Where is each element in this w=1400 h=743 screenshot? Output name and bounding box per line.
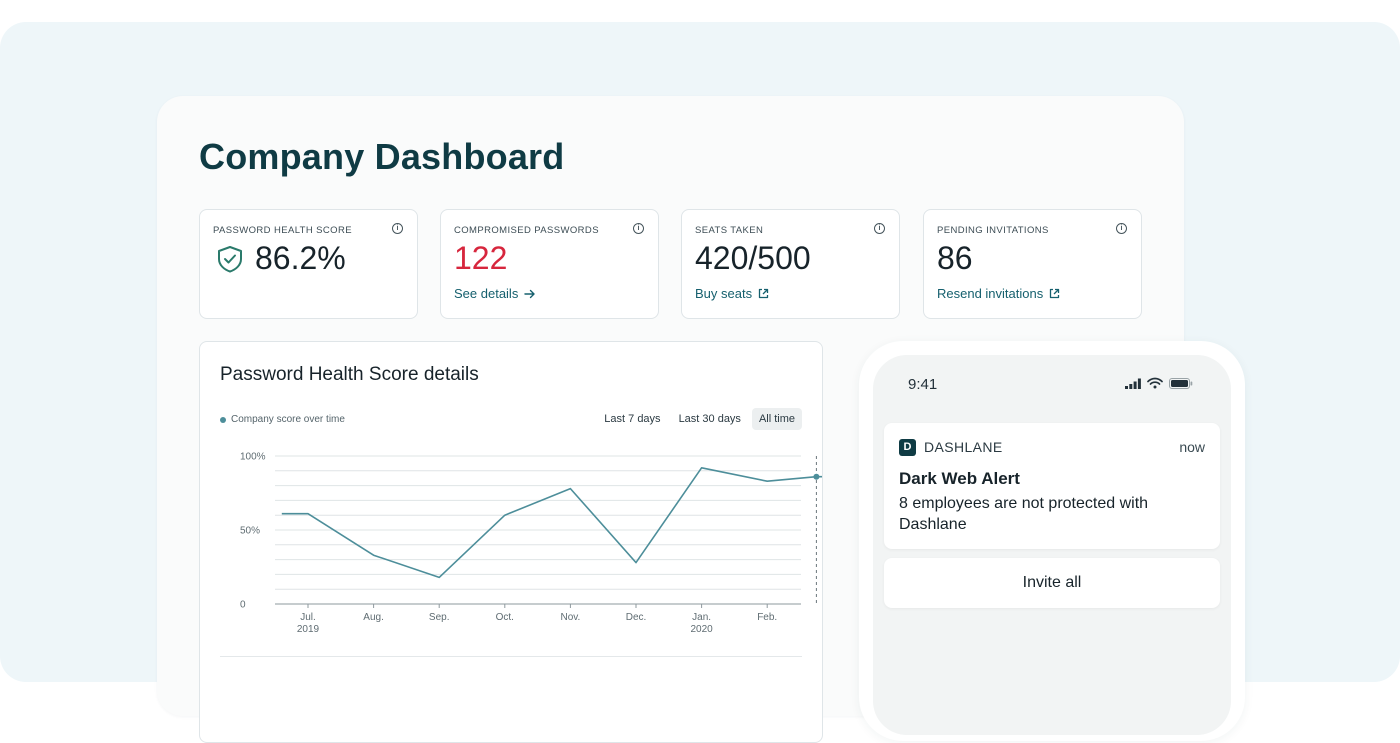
external-link-icon: [1050, 288, 1060, 299]
x-tick-label: Sep.: [429, 612, 450, 623]
page-title: Company Dashboard: [199, 136, 565, 177]
seats-value: 420/500: [695, 240, 811, 276]
x-tick-label: Dec.: [626, 612, 647, 623]
stat-label: PENDING INVITATIONS: [937, 225, 1049, 236]
phone-mockup: 9:41 D DASHLANE now Dark Web Alert 8 emp…: [859, 341, 1245, 741]
x-tick-label: Oct.: [496, 612, 514, 623]
x-tick-sublabel: 2019: [297, 624, 320, 635]
y-tick-label: 0: [240, 600, 246, 611]
x-tick-label: Jul.: [300, 612, 316, 623]
y-tick-label: 50%: [240, 526, 260, 537]
x-tick-label: Feb.: [757, 612, 777, 623]
wifi-icon: [1147, 377, 1163, 389]
dashlane-logo-icon: D: [899, 439, 916, 456]
health-details-card: Password Health Score details Company sc…: [199, 341, 823, 743]
range-last-30-days[interactable]: Last 30 days: [678, 413, 741, 425]
range-all-time[interactable]: All time: [751, 408, 802, 430]
pending-value: 86: [937, 240, 973, 276]
stat-card-compromised: COMPROMISED PASSWORDS i 122 See details: [440, 209, 659, 319]
range-selector: Last 7 days Last 30 days All time: [597, 408, 802, 430]
battery-icon: [1169, 378, 1193, 389]
notification-time: now: [1179, 439, 1205, 455]
status-time: 9:41: [908, 376, 938, 393]
shield-check-icon: [218, 246, 242, 273]
x-tick-label: Jan.: [692, 612, 711, 623]
signal-icon: [1125, 378, 1141, 389]
stat-label: SEATS TAKEN: [695, 225, 764, 236]
line-chart: 100% 50% 0 Jul.2019 Aug. Sep. Oct. Nov. Dec. Jan.…: [240, 452, 822, 635]
compromised-value: 122: [454, 240, 508, 276]
notification-card[interactable]: D DASHLANE now Dark Web Alert 8 employee…: [884, 423, 1220, 549]
range-last-7-days[interactable]: Last 7 days: [604, 413, 661, 425]
stat-card-pending: PENDING INVITATIONS i 86 Resend invitati…: [923, 209, 1142, 319]
stat-card-health: PASSWORD HEALTH SCORE i 86.2%: [199, 209, 418, 319]
legend-dot: [220, 416, 226, 423]
info-icon[interactable]: i: [633, 223, 644, 234]
see-details-link[interactable]: See details: [454, 286, 536, 301]
info-icon[interactable]: i: [1116, 223, 1127, 234]
info-icon[interactable]: i: [392, 223, 403, 234]
chart-legend: Company score over time: [220, 414, 345, 425]
invite-all-button[interactable]: Invite all: [884, 558, 1220, 608]
notification-title: Dark Web Alert: [899, 469, 1020, 488]
chart-title: Password Health Score details: [220, 364, 479, 385]
stat-label: COMPROMISED PASSWORDS: [454, 225, 599, 236]
x-tick-label: Aug.: [363, 612, 384, 623]
x-tick-label: Nov.: [560, 612, 580, 623]
status-icons: [1125, 377, 1193, 389]
arrow-right-icon: [524, 289, 536, 298]
link-label: Buy seats: [695, 286, 753, 301]
buy-seats-link[interactable]: Buy seats: [695, 286, 769, 301]
x-tick-sublabel: 2020: [690, 624, 713, 635]
stat-card-seats: SEATS TAKEN i 420/500 Buy seats: [681, 209, 900, 319]
legend-label: Company score over time: [231, 414, 345, 425]
y-tick-label: 100%: [240, 452, 266, 463]
info-icon[interactable]: i: [874, 223, 885, 234]
notification-body: 8 employees are not protected with Dashl…: [899, 495, 1149, 533]
health-score-value: 86.2%: [255, 240, 346, 276]
divider: [220, 656, 802, 657]
phone-screen: 9:41 D DASHLANE now Dark Web Alert 8 emp…: [873, 355, 1231, 735]
notification-app-name: DASHLANE: [924, 439, 1003, 455]
hover-point: [813, 473, 820, 480]
link-label: See details: [454, 286, 519, 301]
resend-invitations-link[interactable]: Resend invitations: [937, 286, 1060, 301]
stat-label: PASSWORD HEALTH SCORE: [213, 225, 352, 236]
series-line: [281, 466, 822, 579]
link-label: Resend invitations: [937, 286, 1044, 301]
external-link-icon: [758, 288, 769, 299]
